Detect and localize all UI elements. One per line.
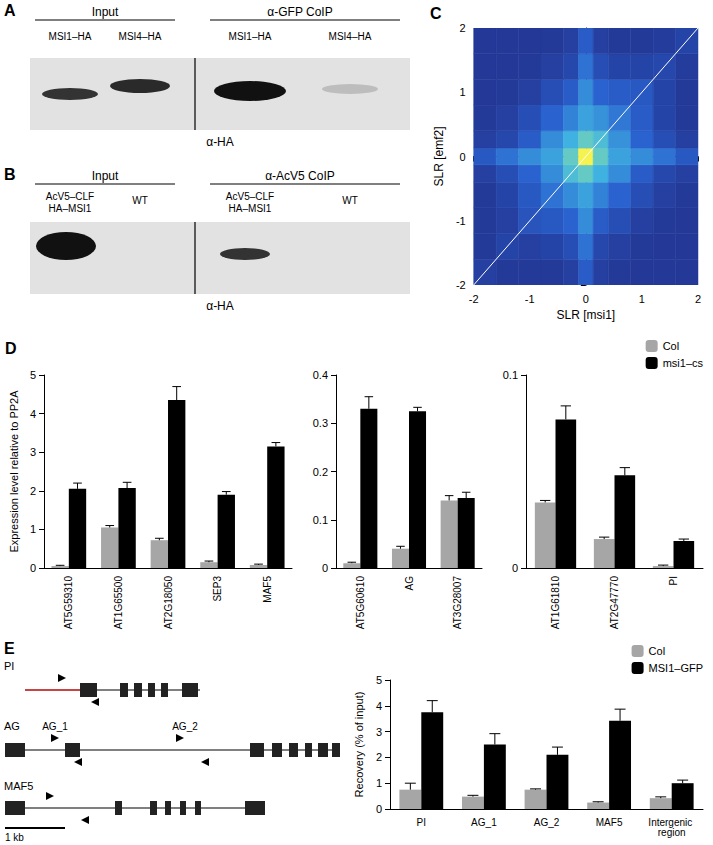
svg-text:α-GFP CoIP: α-GFP CoIP xyxy=(267,5,332,19)
svg-text:AT2G18050: AT2G18050 xyxy=(163,576,174,630)
svg-text:AG_2: AG_2 xyxy=(534,817,560,828)
svg-text:MSI1–HA: MSI1–HA xyxy=(49,31,92,42)
svg-text:2: 2 xyxy=(30,485,36,497)
svg-text:-2: -2 xyxy=(469,293,479,305)
svg-text:5: 5 xyxy=(376,674,382,686)
svg-text:AT1G61810: AT1G61810 xyxy=(550,576,561,630)
svg-text:0: 0 xyxy=(376,803,382,815)
svg-text:MAF5: MAF5 xyxy=(4,780,33,792)
svg-text:region: region xyxy=(658,827,686,838)
svg-text:4: 4 xyxy=(30,408,36,420)
svg-text:C: C xyxy=(430,5,442,22)
svg-text:PI: PI xyxy=(4,660,14,672)
svg-text:msi1–cs: msi1–cs xyxy=(663,357,704,369)
svg-text:Recovery (% of input): Recovery (% of input) xyxy=(353,692,365,798)
svg-text:AG: AG xyxy=(4,720,20,732)
svg-text:Col: Col xyxy=(649,645,666,657)
svg-text:Col: Col xyxy=(663,340,680,352)
svg-text:α-HA: α-HA xyxy=(206,135,234,149)
svg-text:Expression level relative to P: Expression level relative to PP2A xyxy=(8,390,20,553)
svg-text:4: 4 xyxy=(376,700,382,712)
svg-text:E: E xyxy=(4,640,15,657)
svg-text:Input: Input xyxy=(92,5,119,19)
svg-text:2: 2 xyxy=(460,22,466,34)
svg-text:WT: WT xyxy=(132,195,148,206)
svg-text:0: 0 xyxy=(583,293,589,305)
svg-text:AG_1: AG_1 xyxy=(471,817,497,828)
svg-text:1: 1 xyxy=(639,293,645,305)
svg-text:α-AcV5 CoIP: α-AcV5 CoIP xyxy=(265,169,335,183)
svg-text:2: 2 xyxy=(376,751,382,763)
svg-text:-1: -1 xyxy=(525,293,535,305)
svg-text:0.3: 0.3 xyxy=(313,417,328,429)
svg-text:1: 1 xyxy=(30,523,36,535)
svg-text:0.1: 0.1 xyxy=(313,514,328,526)
svg-text:WT: WT xyxy=(342,195,358,206)
svg-text:1: 1 xyxy=(376,777,382,789)
svg-text:1 kb: 1 kb xyxy=(5,832,24,843)
svg-text:MAF5: MAF5 xyxy=(596,817,623,828)
svg-text:A: A xyxy=(4,2,16,19)
svg-text:α-HA: α-HA xyxy=(206,299,234,313)
svg-text:3: 3 xyxy=(30,446,36,458)
svg-text:SEP3: SEP3 xyxy=(212,576,223,602)
svg-text:MSI4–HA: MSI4–HA xyxy=(329,31,372,42)
svg-text:AT2G47770: AT2G47770 xyxy=(609,576,620,630)
svg-text:AG_2: AG_2 xyxy=(172,721,198,732)
svg-text:PI: PI xyxy=(417,817,426,828)
svg-text:AcV5–CLF: AcV5–CLF xyxy=(46,191,94,202)
svg-text:MAF5: MAF5 xyxy=(262,576,273,603)
svg-text:AG_1: AG_1 xyxy=(42,721,68,732)
svg-text:HA–MSI1: HA–MSI1 xyxy=(49,203,92,214)
svg-text:Intergenic: Intergenic xyxy=(648,816,696,828)
svg-text:-1: -1 xyxy=(456,215,466,227)
svg-text:SLR [emf2]: SLR [emf2] xyxy=(432,126,446,186)
svg-text:AT3G28007: AT3G28007 xyxy=(452,576,463,630)
svg-text:HA–MSI1: HA–MSI1 xyxy=(229,203,272,214)
svg-text:-2: -2 xyxy=(456,279,466,291)
svg-text:AG: AG xyxy=(404,576,415,591)
svg-text:1: 1 xyxy=(460,86,466,98)
svg-text:AT5G60610: AT5G60610 xyxy=(355,576,366,630)
svg-text:AT1G65500: AT1G65500 xyxy=(113,576,124,630)
svg-text:0: 0 xyxy=(30,562,36,574)
svg-text:0: 0 xyxy=(512,562,518,574)
svg-text:5: 5 xyxy=(30,369,36,381)
svg-text:0: 0 xyxy=(322,562,328,574)
svg-text:MSI4–HA: MSI4–HA xyxy=(119,31,162,42)
svg-text:0.2: 0.2 xyxy=(313,466,328,478)
svg-text:2: 2 xyxy=(695,293,701,305)
svg-text:0.4: 0.4 xyxy=(313,369,328,381)
svg-text:MSI1–HA: MSI1–HA xyxy=(229,31,272,42)
svg-text:AcV5–CLF: AcV5–CLF xyxy=(226,191,274,202)
svg-text:PI: PI xyxy=(668,576,679,585)
svg-text:3: 3 xyxy=(376,726,382,738)
svg-text:Input: Input xyxy=(92,169,119,183)
svg-text:D: D xyxy=(5,340,17,357)
svg-text:0: 0 xyxy=(460,151,466,163)
svg-text:0.1: 0.1 xyxy=(503,369,518,381)
svg-text:B: B xyxy=(4,166,16,183)
svg-text:AT5G59310: AT5G59310 xyxy=(63,576,74,630)
svg-text:MSI1–GFP: MSI1–GFP xyxy=(649,662,703,674)
svg-text:SLR [msi1]: SLR [msi1] xyxy=(556,308,615,322)
